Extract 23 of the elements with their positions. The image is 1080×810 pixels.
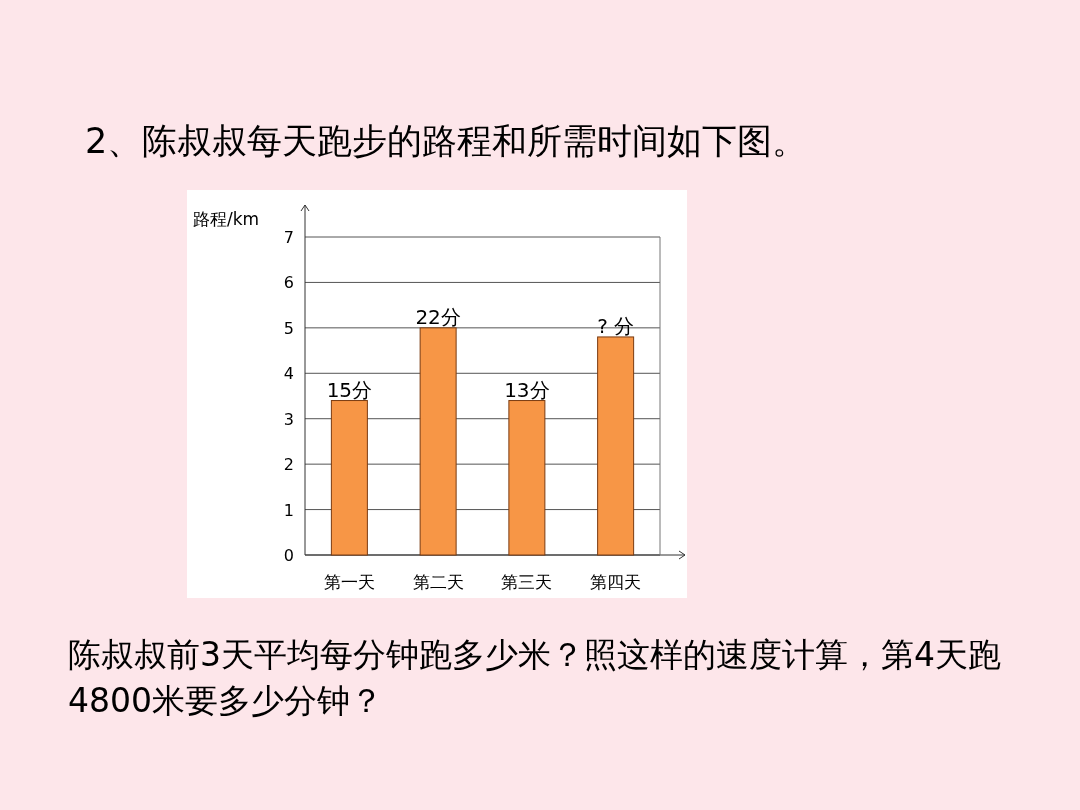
y-axis-title: 路程/km: [193, 209, 260, 229]
y-tick-label: 2: [283, 455, 294, 475]
chart-title: 2、陈叔叔每天跑步的路程和所需时间如下图。: [85, 120, 808, 163]
text: 陈叔叔前3天平均每分钟跑多少米？照这样的速度计算，第4天跑4800米要多少分钟？: [68, 634, 1002, 722]
x-tick-label: 第二天: [412, 572, 464, 592]
y-tick-label: 0: [283, 546, 294, 565]
y-tick-label: 5: [283, 318, 294, 338]
annotation: 13分: [504, 377, 550, 402]
annotation: 22分: [415, 304, 461, 329]
y-tick-label: 1: [283, 500, 294, 520]
annotation: 15分: [326, 377, 373, 402]
bar: [419, 327, 457, 556]
bar: [597, 336, 635, 556]
y-tick-label: 4: [283, 364, 294, 384]
bar: [508, 400, 546, 556]
annotation: ? 分: [597, 313, 635, 338]
x-tick-label: 第三天: [501, 572, 553, 592]
y-tick-label: 6: [283, 273, 294, 293]
y-tick-label: 3: [283, 409, 294, 429]
x-tick-label: 第一天: [323, 572, 375, 592]
y-tick-label: 7: [283, 228, 294, 247]
bar: [330, 400, 368, 556]
x-tick-label: 第四天: [590, 572, 642, 592]
